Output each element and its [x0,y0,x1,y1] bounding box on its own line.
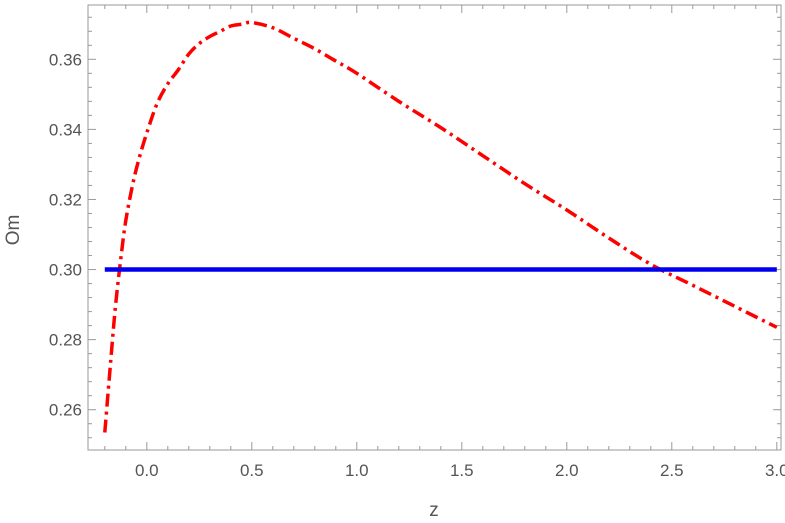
x-axis-label: z [429,500,439,521]
ticks [88,5,781,450]
x-tick-label: 0.0 [135,461,159,480]
y-tick-label: 0.28 [49,331,82,350]
y-tick-label: 0.30 [49,261,82,280]
x-tick-label: 1.5 [450,461,474,480]
tick-labels: 0.0 0.5 1.0 1.5 2.0 2.5 3.0 0.26 0.28 0.30 0.32 0.3… [49,50,785,480]
plot-frame [87,4,782,451]
series-layer [103,20,778,433]
y-tick-label: 0.36 [49,50,82,69]
x-tick-label: 3.0 [765,461,785,480]
y-tick-label: 0.34 [49,120,82,139]
series-line-dash-dot [103,20,778,433]
x-tick-label: 2.0 [555,461,579,480]
y-tick-label: 0.32 [49,190,82,209]
x-tick-label: 2.5 [660,461,684,480]
x-tick-label: 0.5 [240,461,264,480]
x-tick-label: 1.0 [345,461,369,480]
y-tick-label: 0.26 [49,401,82,420]
y-axis-label: Om [3,215,24,246]
